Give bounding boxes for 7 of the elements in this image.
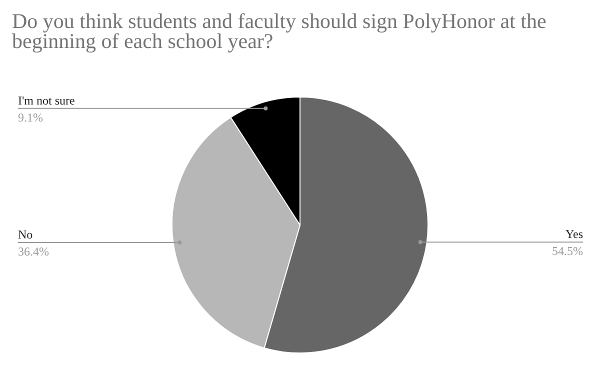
data-label: 36.4% [18, 244, 49, 259]
slice-label: Yes [566, 227, 584, 242]
chart-title: Do you think students and faculty should sign PolyHonor at the beginning of each school year? [12, 9, 546, 53]
data-label: 9.1% [18, 110, 43, 124]
slice-label: No [18, 228, 33, 242]
data-label: 54.5% [552, 244, 583, 258]
slice-label: I'm not sure [18, 93, 75, 108]
